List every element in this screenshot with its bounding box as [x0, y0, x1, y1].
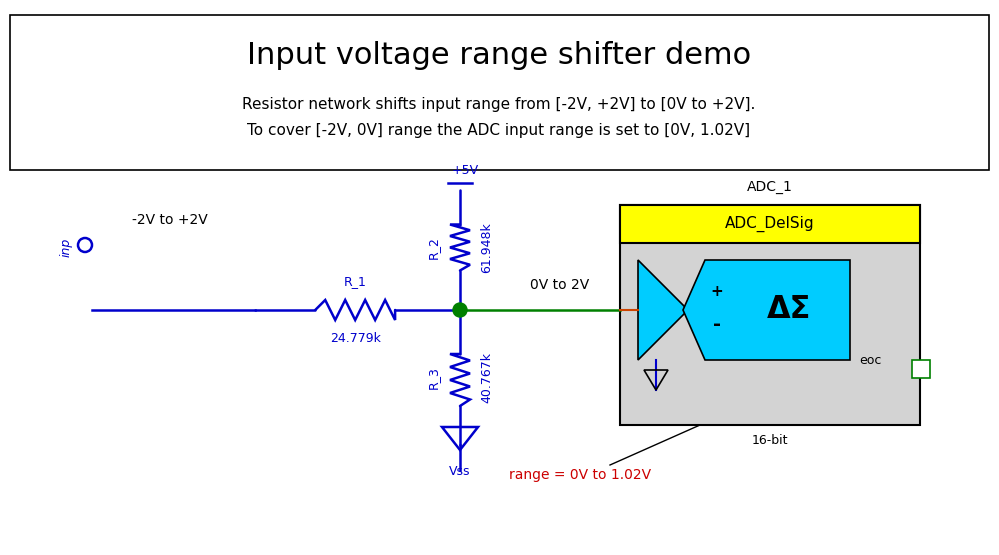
Text: To cover [-2V, 0V] range the ADC input range is set to [0V, 1.02V]: To cover [-2V, 0V] range the ADC input r… — [248, 123, 750, 138]
Circle shape — [453, 303, 467, 317]
Text: 24.779k: 24.779k — [330, 332, 381, 345]
Text: ΔΣ: ΔΣ — [767, 295, 811, 325]
Bar — [10, 15, 989, 170]
Bar — [620, 205, 920, 425]
Text: Resistor network shifts input range from [-2V, +2V] to [0V to +2V].: Resistor network shifts input range from… — [243, 98, 755, 113]
Text: 40.767k: 40.767k — [480, 352, 493, 403]
Text: R_3: R_3 — [427, 366, 440, 389]
Text: Input voltage range shifter demo: Input voltage range shifter demo — [247, 41, 751, 69]
Text: eoc: eoc — [859, 354, 882, 366]
Text: R_2: R_2 — [427, 236, 440, 259]
Text: R_1: R_1 — [344, 275, 367, 288]
Text: range = 0V to 1.02V: range = 0V to 1.02V — [508, 468, 651, 482]
Text: -2V to +2V: -2V to +2V — [132, 213, 208, 227]
Text: 16-bit: 16-bit — [752, 433, 788, 447]
Text: 61.948k: 61.948k — [480, 222, 493, 273]
Text: ADC_DelSig: ADC_DelSig — [725, 216, 815, 232]
Text: Vss: Vss — [450, 465, 471, 478]
Polygon shape — [683, 260, 850, 360]
Text: -: - — [713, 315, 721, 334]
Text: 0V to 2V: 0V to 2V — [530, 278, 589, 292]
Text: ADC_1: ADC_1 — [747, 180, 793, 194]
Text: inp: inp — [60, 238, 73, 256]
Polygon shape — [638, 260, 688, 360]
Text: +5V: +5V — [452, 164, 479, 177]
Bar — [912, 360, 930, 378]
Bar — [620, 205, 920, 243]
Text: +: + — [710, 285, 723, 300]
